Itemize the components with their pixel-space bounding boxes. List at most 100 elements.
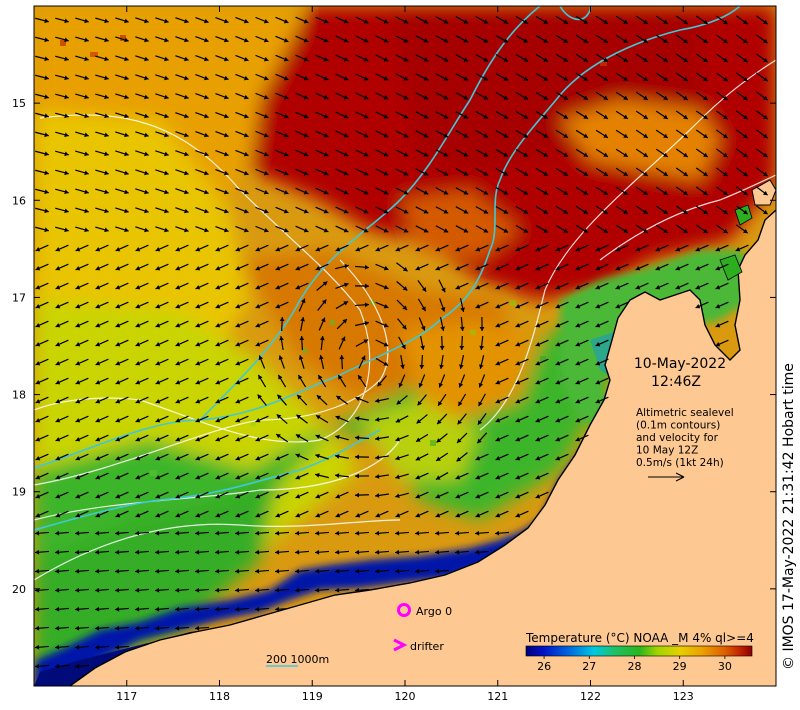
velocity-arrow-head — [44, 75, 49, 81]
velocity-arrow-head — [595, 399, 601, 404]
velocity-arrow-head — [403, 228, 409, 233]
velocity-arrow-head — [215, 323, 221, 328]
velocity-arrow-head — [235, 380, 241, 385]
velocity-arrow-head — [335, 530, 340, 536]
velocity-arrow-head — [483, 190, 489, 195]
velocity-arrow-head — [683, 38, 688, 43]
velocity-arrow-head — [575, 418, 581, 423]
velocity-arrow-head — [95, 456, 101, 461]
velocity-arrow-head — [95, 530, 100, 536]
velocity-arrow-head — [615, 285, 621, 290]
velocity-arrow-head — [583, 19, 588, 24]
velocity-arrow-head — [135, 285, 141, 290]
velocity-arrow-head — [583, 190, 588, 195]
velocity-arrow-head — [403, 114, 409, 119]
velocity-arrow-head — [223, 208, 229, 214]
velocity-arrow-head — [35, 513, 41, 518]
velocity-arrow-head — [175, 361, 181, 366]
velocity-arrow-head — [455, 285, 461, 290]
velocity-arrow-head — [595, 304, 601, 309]
velocity-arrow-head — [135, 380, 141, 385]
velocity-arrow-head — [75, 437, 81, 442]
velocity-arrow-head — [623, 228, 628, 233]
velocity-arrow-head — [383, 209, 389, 214]
velocity-arrow-head — [124, 56, 129, 62]
velocity-arrow-head — [364, 302, 369, 308]
velocity-arrow-head — [475, 247, 481, 252]
velocity-arrow-head — [623, 114, 628, 119]
velocity-arrow-head — [503, 171, 509, 176]
velocity-arrow-head — [215, 475, 221, 480]
velocity-arrow-head — [415, 494, 421, 499]
velocity-arrow-head — [363, 339, 369, 344]
velocity-arrow-head — [723, 209, 728, 215]
velocity-arrow-head — [184, 227, 189, 233]
velocity-arrow-head — [683, 171, 688, 176]
velocity-arrow-head — [164, 37, 169, 43]
velocity-arrow-head — [215, 456, 221, 461]
velocity-arrow-head — [55, 399, 61, 404]
velocity-arrow-head — [204, 151, 209, 157]
velocity-arrow-head — [762, 209, 768, 215]
velocity-arrow-head — [75, 399, 81, 404]
velocity-arrow-head — [35, 475, 41, 480]
velocity-arrow-head — [323, 209, 329, 214]
velocity-arrow-head — [743, 190, 748, 196]
velocity-arrow-head — [323, 38, 329, 43]
velocity-arrow-head — [55, 644, 60, 650]
sealevel-contours — [34, 59, 776, 581]
velocity-arrow-head — [303, 94, 309, 100]
velocity-arrow-head — [643, 133, 648, 138]
velocity-arrow-head — [383, 228, 389, 233]
velocity-arrow-head — [275, 568, 280, 574]
velocity-arrow-head — [135, 456, 141, 461]
velocity-arrow-head — [263, 56, 269, 62]
velocity-arrow-head — [703, 114, 708, 120]
velocity-arrow-head — [455, 494, 461, 499]
y-tick-label: 15 — [12, 97, 26, 110]
velocity-arrow-head — [124, 113, 129, 119]
velocity-arrow-head — [595, 247, 601, 252]
velocity-arrow-head — [35, 418, 41, 423]
velocity-arrow-head — [615, 304, 621, 309]
velocity-arrow-head — [315, 266, 321, 271]
velocity-arrow-head — [623, 171, 628, 176]
velocity-arrow-head — [155, 475, 161, 480]
scale-arrow-head — [675, 472, 685, 482]
velocity-arrow-head — [415, 456, 421, 461]
velocity-arrow-head — [623, 133, 628, 138]
velocity-arrow-head — [275, 247, 281, 252]
velocity-arrow-head — [303, 227, 309, 233]
velocity-arrow-head — [255, 606, 260, 612]
velocity-arrow-head — [515, 285, 521, 290]
velocity-arrow-head — [55, 418, 61, 423]
velocity-arrow-head — [184, 151, 189, 157]
velocity-arrow-head — [363, 228, 369, 233]
velocity-arrow-head — [663, 19, 668, 24]
velocity-arrow-head — [75, 513, 81, 518]
velocity-arrow-head — [55, 456, 61, 461]
velocity-arrow-head — [295, 285, 301, 290]
velocity-arrow-head — [223, 132, 229, 138]
velocity-arrow-head — [663, 171, 668, 176]
velocity-arrow-head — [235, 456, 241, 461]
velocity-arrow-head — [215, 399, 221, 404]
velocity-arrow-head — [458, 382, 464, 388]
velocity-arrow-head — [535, 399, 541, 404]
velocity-arrow-head — [135, 342, 141, 347]
velocity-arrow-head — [523, 171, 529, 176]
velocity-arrow-head — [477, 438, 482, 444]
velocity-arrow-head — [184, 37, 189, 43]
velocity-arrow-head — [195, 285, 201, 290]
velocity-arrow-head — [383, 303, 389, 309]
velocity-arrow-head — [515, 323, 521, 328]
velocity-arrow-head — [523, 95, 529, 100]
velocity-arrow-head — [175, 606, 180, 612]
velocity-arrow-head — [164, 151, 169, 157]
velocity-arrow-head — [155, 247, 161, 252]
velocity-arrow-head — [204, 94, 209, 100]
argo-marker-icon — [397, 603, 411, 617]
velocity-arrow-head — [743, 133, 748, 139]
velocity-arrow-head — [543, 209, 549, 214]
